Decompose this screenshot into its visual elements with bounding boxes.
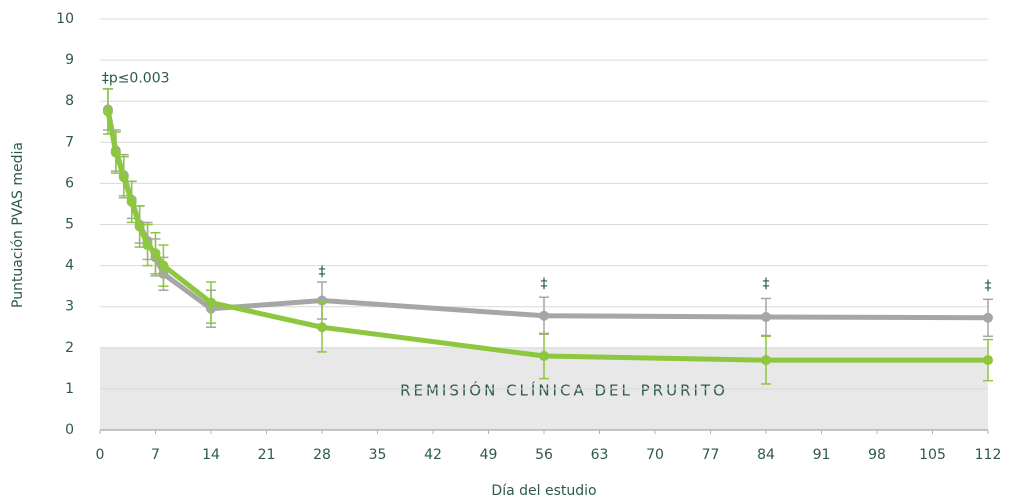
y-tick-label: 9	[65, 52, 74, 68]
point	[983, 312, 993, 323]
x-tick-label: 35	[369, 447, 387, 463]
x-tick-label: 42	[424, 447, 442, 463]
point	[761, 355, 771, 366]
point	[110, 147, 121, 158]
y-tick-label: 4	[65, 258, 74, 274]
point	[539, 351, 549, 362]
point	[206, 297, 216, 308]
x-tick-label: 91	[813, 447, 831, 463]
point	[317, 322, 327, 333]
point	[134, 221, 145, 232]
y-tick-label: 3	[65, 299, 74, 315]
point	[118, 172, 129, 183]
y-tick-label: 0	[65, 422, 74, 438]
point	[150, 248, 161, 259]
x-tick-label: 28	[313, 447, 331, 463]
series-line	[105, 111, 988, 363]
annotation: ‡p≤0.003	[102, 71, 170, 87]
annotation: ‡	[319, 264, 326, 280]
y-tick-label: 6	[65, 175, 74, 191]
x-tick-label: 63	[591, 447, 609, 463]
point	[539, 310, 549, 321]
y-tick-label: 2	[65, 340, 74, 356]
series-line	[105, 108, 989, 321]
point	[983, 355, 993, 366]
y-tick-label: 7	[65, 134, 74, 150]
annotation: ‡	[763, 276, 770, 292]
x-tick-label: 70	[646, 447, 664, 463]
band-label: REMISIÓN CLÍNICA DEL PRURITO	[400, 380, 728, 399]
x-tick-label: 56	[535, 447, 553, 463]
point	[761, 311, 771, 322]
y-tick-label: 1	[65, 381, 74, 397]
x-tick-label: 98	[868, 447, 886, 463]
x-tick-label: 84	[757, 447, 775, 463]
x-tick-label: 77	[702, 447, 720, 463]
x-tick-label: 105	[919, 447, 946, 463]
x-tick-label: 49	[480, 447, 498, 463]
point	[102, 106, 113, 117]
annotation: ‡	[985, 278, 992, 294]
x-tick-label: 21	[258, 447, 276, 463]
y-axis-label: Puntuación PVAS media	[10, 142, 26, 308]
x-axis-label: Día del estudio	[491, 483, 596, 499]
y-tick-label: 5	[65, 217, 74, 233]
x-tick-label: 0	[96, 447, 105, 463]
point	[158, 260, 169, 271]
point	[126, 196, 137, 207]
annotation: ‡	[541, 276, 548, 292]
y-tick-label: 8	[65, 93, 74, 109]
x-tick-label: 14	[202, 447, 220, 463]
y-tick-label: 10	[56, 11, 74, 27]
point	[142, 240, 153, 251]
x-tick-label: 112	[975, 447, 1002, 463]
x-tick-label: 7	[151, 447, 160, 463]
